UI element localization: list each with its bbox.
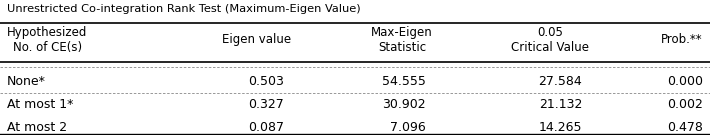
Text: 21.132: 21.132 — [539, 98, 582, 111]
Text: Prob.**: Prob.** — [661, 33, 703, 46]
Text: At most 1*: At most 1* — [7, 98, 73, 111]
Text: 0.087: 0.087 — [248, 121, 284, 134]
Text: 0.327: 0.327 — [248, 98, 284, 111]
Text: None*: None* — [7, 75, 46, 88]
Text: 54.555: 54.555 — [382, 75, 426, 88]
Text: Unrestricted Co-integration Rank Test (Maximum-Eigen Value): Unrestricted Co-integration Rank Test (M… — [7, 4, 361, 14]
Text: 0.002: 0.002 — [667, 98, 703, 111]
Text: 0.05
Critical Value: 0.05 Critical Value — [511, 26, 589, 54]
Text: 7.096: 7.096 — [391, 121, 426, 134]
Text: 0.503: 0.503 — [248, 75, 284, 88]
Text: 30.902: 30.902 — [383, 98, 426, 111]
Text: Max-Eigen
Statistic: Max-Eigen Statistic — [371, 26, 433, 54]
Text: At most 2: At most 2 — [7, 121, 67, 134]
Text: 14.265: 14.265 — [539, 121, 582, 134]
Text: Hypothesized
No. of CE(s): Hypothesized No. of CE(s) — [7, 26, 87, 54]
Text: 0.000: 0.000 — [667, 75, 703, 88]
Text: 0.478: 0.478 — [667, 121, 703, 134]
Text: 27.584: 27.584 — [538, 75, 582, 88]
Text: Eigen value: Eigen value — [222, 33, 291, 46]
